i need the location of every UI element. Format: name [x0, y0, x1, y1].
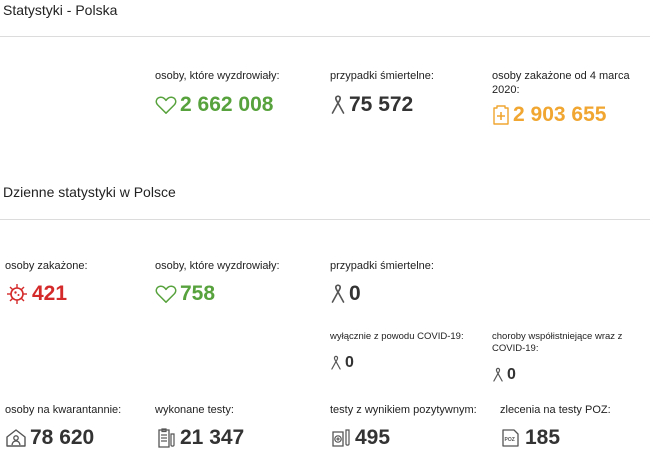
section-title-poland: Statystyki - Polska: [3, 2, 118, 18]
ribbon-icon: [330, 284, 346, 304]
stat-value: 0: [345, 354, 354, 371]
stat-label: osoby zakażone:: [5, 260, 88, 272]
stat-label: przypadki śmiertelne:: [330, 260, 434, 272]
stat-daily-covid-only: wyłącznie z powodu COVID-19: 0: [330, 331, 490, 375]
ribbon-icon: [330, 355, 342, 371]
stat-value: 21 347: [180, 426, 245, 449]
stat-label: zlecenia na testy POZ:: [500, 404, 611, 416]
stat-value: 185: [525, 426, 561, 449]
poz-document-icon: POZ: [500, 427, 522, 449]
stat-daily-deaths: przypadki śmiertelne: 0: [330, 259, 490, 306]
divider: [0, 219, 650, 220]
stat-label: osoby, które wyzdrowiały:: [155, 70, 280, 82]
stat-value: 0: [349, 282, 361, 305]
heart-icon: [155, 95, 177, 115]
stat-daily-comorbid: choroby współistniejące wraz z COVID-19:…: [492, 331, 650, 387]
ribbon-icon: [492, 367, 504, 383]
stat-value: 0: [507, 366, 516, 383]
stat-value: 78 620: [30, 426, 95, 449]
stat-value: 2 662 008: [180, 93, 274, 116]
stat-label: osoby na kwarantannie:: [5, 404, 122, 416]
divider: [0, 36, 650, 37]
stat-value: 2 903 655: [513, 103, 607, 126]
stat-poland-deaths: przypadki śmiertelne: 75 572: [330, 69, 490, 117]
poz-icon-text: POZ: [505, 437, 515, 443]
stat-daily-quarantine: osoby na kwarantannie: 78 620: [5, 403, 150, 450]
test-tube-positive-icon: [330, 427, 352, 449]
ribbon-icon: [330, 95, 346, 115]
stat-label: testy z wynikiem pozytywnym:: [330, 404, 477, 416]
stat-label: choroby współistniejące wraz z COVID-19:: [492, 331, 623, 354]
stat-value: 495: [355, 426, 391, 449]
stat-daily-infected: osoby zakażone: 421: [5, 259, 145, 306]
clipboard-tests-icon: [155, 427, 177, 449]
house-person-icon: [5, 428, 27, 448]
heart-icon: [155, 284, 177, 304]
stat-value: 75 572: [349, 93, 414, 116]
stat-label: osoby zakażone od 4 marca 2020:: [492, 70, 630, 96]
stat-daily-positive-tests: testy z wynikiem pozytywnym: 495: [330, 403, 495, 450]
medical-card-icon: [492, 104, 510, 126]
stat-daily-recovered: osoby, które wyzdrowiały: 758: [155, 259, 325, 306]
stat-label: wyłącznie z powodu COVID-19:: [330, 331, 464, 342]
section-title-daily: Dzienne statystyki w Polsce: [3, 184, 176, 200]
stat-poland-infected: osoby zakażone od 4 marca 2020: 2 903 65…: [492, 69, 650, 127]
stat-daily-poz-orders: zlecenia na testy POZ: POZ 185: [500, 403, 650, 450]
virus-icon: [5, 282, 29, 306]
stat-value: 421: [32, 282, 68, 305]
stat-poland-recovered: osoby, które wyzdrowiały: 2 662 008: [155, 69, 325, 117]
stat-daily-tests: wykonane testy: 21 347: [155, 403, 325, 450]
stat-label: osoby, które wyzdrowiały:: [155, 260, 280, 272]
stat-label: przypadki śmiertelne:: [330, 70, 434, 82]
stat-label: wykonane testy:: [155, 404, 234, 416]
stat-value: 758: [180, 282, 216, 305]
